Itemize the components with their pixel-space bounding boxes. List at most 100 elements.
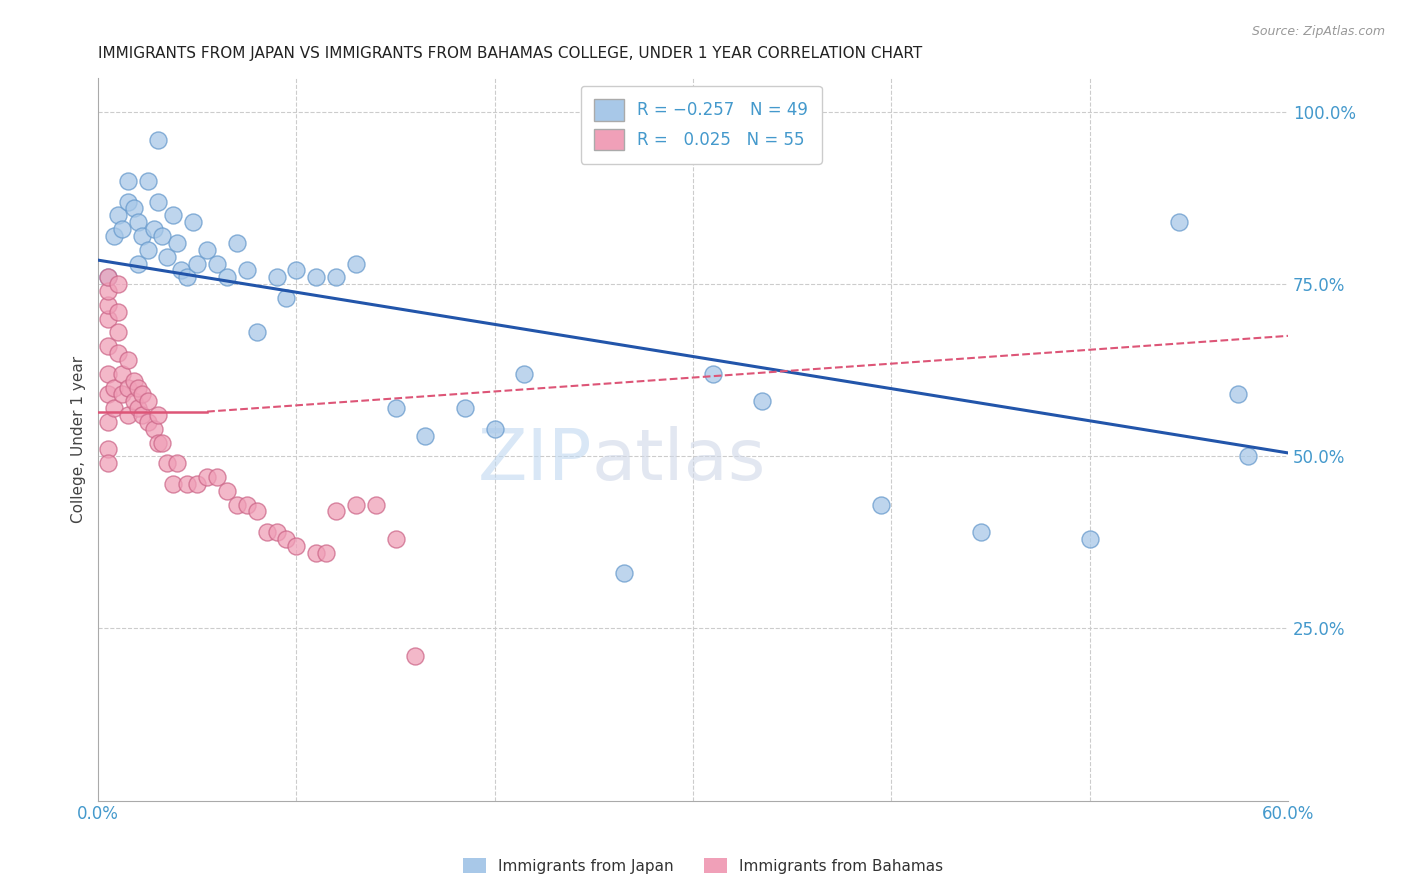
Point xyxy=(127,401,149,416)
Point xyxy=(117,353,139,368)
Point xyxy=(413,428,436,442)
Point xyxy=(150,435,173,450)
Point xyxy=(150,229,173,244)
Point xyxy=(344,256,367,270)
Point xyxy=(276,532,298,546)
Point xyxy=(969,525,991,540)
Point xyxy=(162,476,184,491)
Point xyxy=(127,215,149,229)
Point xyxy=(256,525,278,540)
Point xyxy=(103,229,125,244)
Point xyxy=(97,284,120,298)
Point xyxy=(156,250,179,264)
Point xyxy=(384,532,406,546)
Text: atlas: atlas xyxy=(592,426,766,495)
Point xyxy=(364,498,387,512)
Point xyxy=(103,380,125,394)
Point xyxy=(97,456,120,470)
Point xyxy=(122,202,145,216)
Point xyxy=(702,367,724,381)
Point xyxy=(97,270,120,285)
Point xyxy=(344,498,367,512)
Point xyxy=(156,456,179,470)
Point xyxy=(107,346,129,360)
Legend: R = −0.257   N = 49, R =   0.025   N = 55: R = −0.257 N = 49, R = 0.025 N = 55 xyxy=(581,86,821,164)
Point xyxy=(195,470,218,484)
Point xyxy=(146,408,169,422)
Point xyxy=(97,442,120,457)
Point xyxy=(97,387,120,401)
Point xyxy=(225,498,247,512)
Point xyxy=(146,194,169,209)
Point xyxy=(97,270,120,285)
Point xyxy=(1227,387,1250,401)
Point xyxy=(136,394,159,409)
Point xyxy=(225,235,247,250)
Point xyxy=(127,256,149,270)
Point xyxy=(117,194,139,209)
Point xyxy=(751,394,773,409)
Point xyxy=(246,504,269,518)
Text: ZIP: ZIP xyxy=(478,426,592,495)
Point xyxy=(404,648,426,663)
Point xyxy=(315,546,337,560)
Point xyxy=(305,546,328,560)
Point xyxy=(186,256,208,270)
Point xyxy=(166,235,188,250)
Point xyxy=(136,174,159,188)
Point xyxy=(484,422,506,436)
Point xyxy=(117,380,139,394)
Point xyxy=(107,326,129,340)
Point xyxy=(246,326,269,340)
Point xyxy=(111,367,134,381)
Point xyxy=(170,263,193,277)
Point xyxy=(117,174,139,188)
Point xyxy=(215,270,238,285)
Point xyxy=(215,483,238,498)
Point xyxy=(205,256,228,270)
Point xyxy=(107,208,129,222)
Point xyxy=(107,277,129,292)
Point xyxy=(285,539,308,553)
Point xyxy=(325,270,347,285)
Text: Source: ZipAtlas.com: Source: ZipAtlas.com xyxy=(1251,25,1385,38)
Point xyxy=(870,498,893,512)
Point xyxy=(111,222,134,236)
Point xyxy=(142,222,165,236)
Point xyxy=(146,133,169,147)
Point xyxy=(1237,450,1260,464)
Point xyxy=(103,401,125,416)
Point xyxy=(97,339,120,353)
Point xyxy=(325,504,347,518)
Y-axis label: College, Under 1 year: College, Under 1 year xyxy=(72,356,86,523)
Text: IMMIGRANTS FROM JAPAN VS IMMIGRANTS FROM BAHAMAS COLLEGE, UNDER 1 YEAR CORRELATI: IMMIGRANTS FROM JAPAN VS IMMIGRANTS FROM… xyxy=(98,46,922,62)
Point xyxy=(236,263,259,277)
Point xyxy=(131,387,153,401)
Point xyxy=(205,470,228,484)
Point xyxy=(142,422,165,436)
Point xyxy=(176,476,198,491)
Point xyxy=(285,263,308,277)
Point xyxy=(266,270,288,285)
Point xyxy=(513,367,536,381)
Point xyxy=(195,243,218,257)
Point xyxy=(97,415,120,429)
Point xyxy=(122,394,145,409)
Point xyxy=(454,401,477,416)
Point xyxy=(236,498,259,512)
Point xyxy=(162,208,184,222)
Point xyxy=(136,243,159,257)
Point xyxy=(117,408,139,422)
Point xyxy=(181,215,204,229)
Point xyxy=(266,525,288,540)
Point xyxy=(136,415,159,429)
Point xyxy=(384,401,406,416)
Point xyxy=(131,229,153,244)
Point xyxy=(127,380,149,394)
Point xyxy=(97,298,120,312)
Point xyxy=(305,270,328,285)
Point xyxy=(111,387,134,401)
Point xyxy=(613,566,636,581)
Point xyxy=(186,476,208,491)
Point xyxy=(122,374,145,388)
